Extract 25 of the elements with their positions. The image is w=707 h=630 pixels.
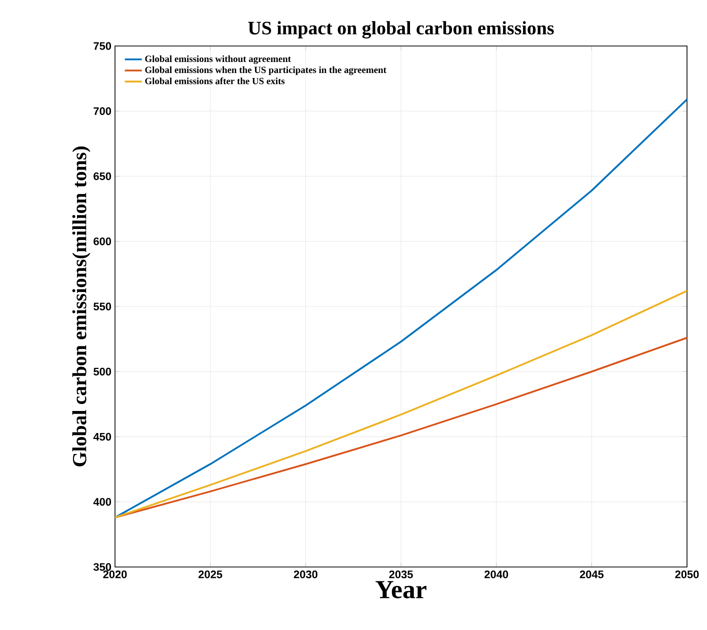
x-axis-title: Year [376, 581, 426, 598]
x-tick-label: 2045 [580, 570, 604, 578]
x-tick-label: 2030 [294, 570, 318, 578]
y-tick-label: 750 [94, 42, 112, 50]
y-tick-label: 450 [93, 432, 112, 441]
y-tick-label: 700 [94, 107, 112, 115]
legend-label: Global emissions when the US participates in the agreement [145, 66, 386, 76]
y-tick-label: 650 [94, 172, 112, 180]
line-series [115, 336, 688, 518]
y-tick-label: 500 [94, 368, 112, 376]
y-tick-label: 550 [94, 302, 112, 310]
legend-label: Global emissions after the US exits [145, 77, 285, 84]
legend-label: Global emissions without agreement [145, 55, 291, 64]
x-tick-label: 2035 [389, 570, 413, 578]
chart-title: US impact on global carbon emissions [248, 21, 554, 38]
y-tick-label: 350 [93, 563, 112, 571]
x-tick-label: 2025 [198, 570, 222, 578]
y-tick-label: 400 [93, 498, 112, 506]
line-series [115, 98, 688, 518]
x-tick-label: 2050 [675, 570, 699, 578]
y-axis-title: Global carbon emissions(million tons) [72, 146, 90, 466]
x-tick-label: 2040 [484, 570, 508, 578]
x-tick-label: 2020 [103, 570, 127, 578]
y-tick-label: 600 [94, 237, 112, 246]
line-series [115, 290, 688, 518]
